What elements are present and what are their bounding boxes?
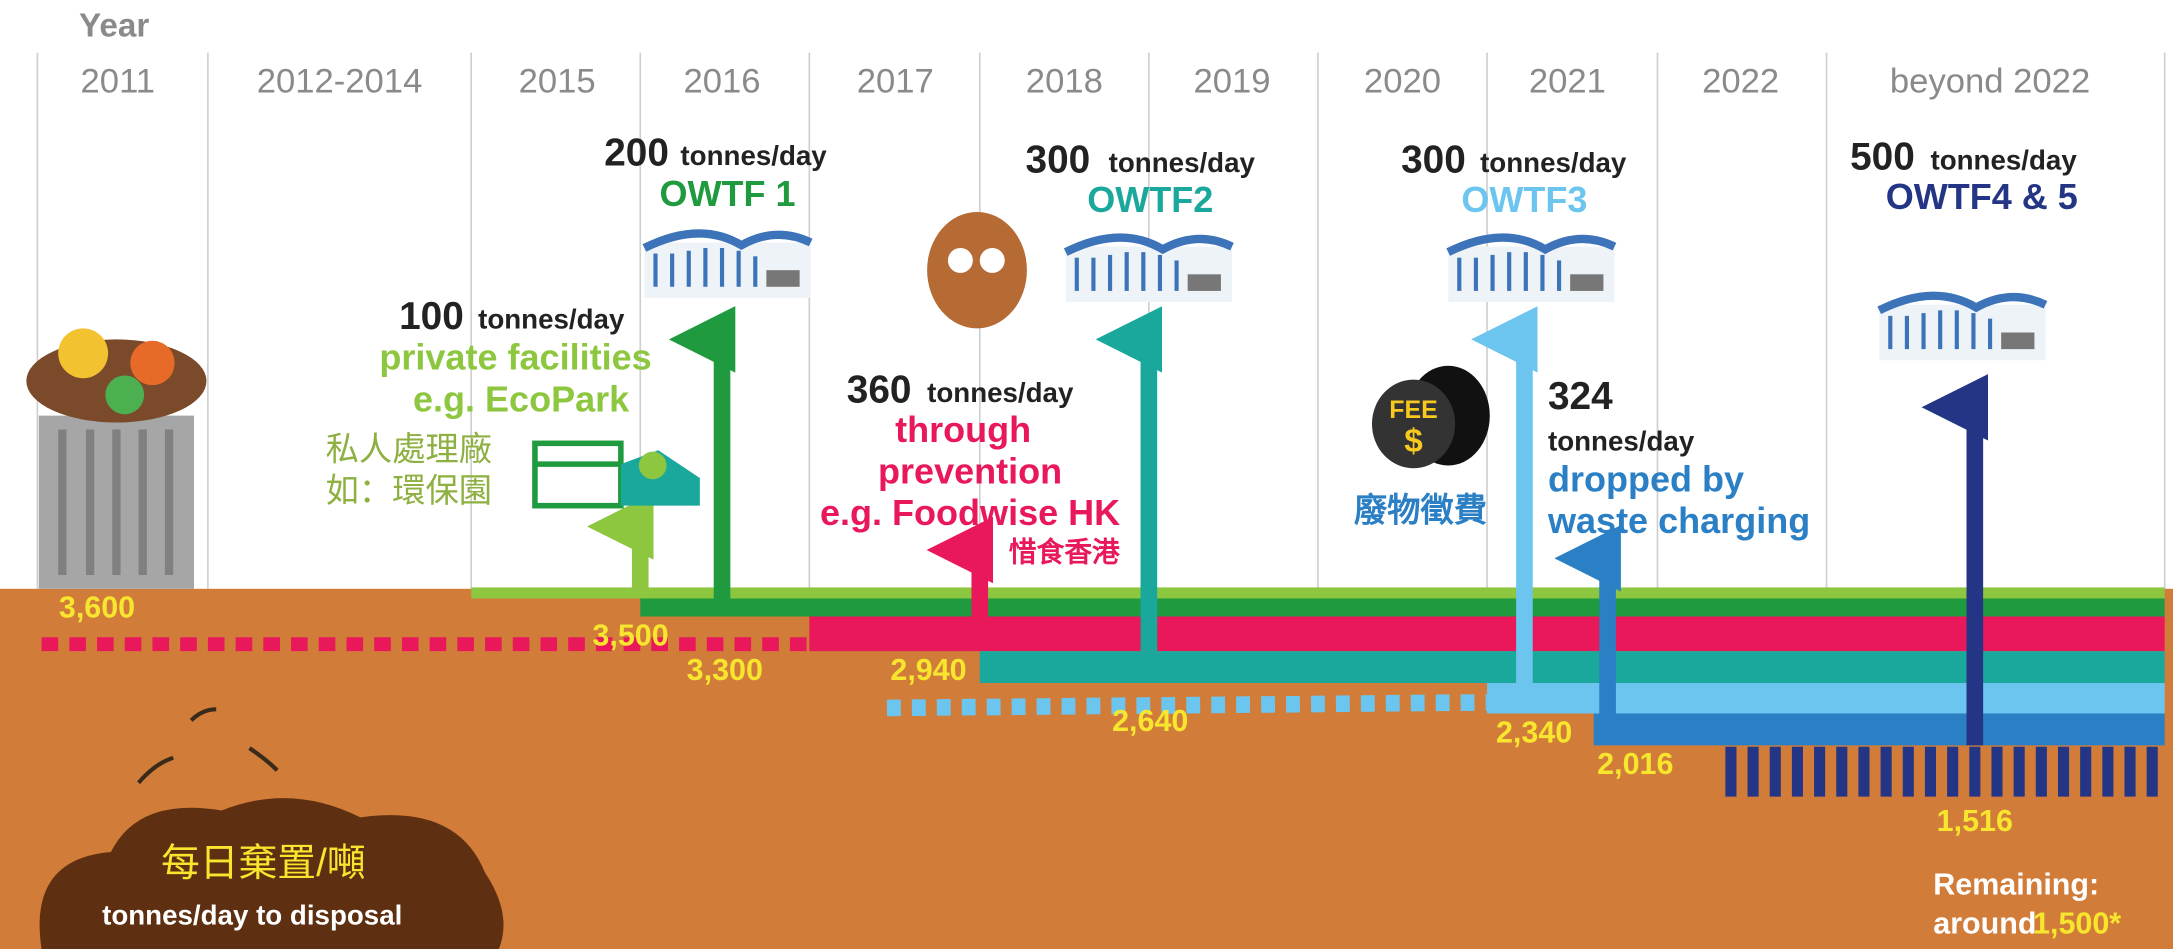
ecopark-icon <box>535 443 700 505</box>
mascot <box>927 212 1027 328</box>
facility-icon <box>1066 238 1232 302</box>
decoration <box>948 248 973 273</box>
measure-text: OWTF3 <box>1461 179 1587 220</box>
band-owtf1 <box>640 598 2164 616</box>
measure-private: 100 tonnes/day private facilities e.g. E… <box>326 295 652 510</box>
measure-owtf1: 200 tonnes/day OWTF 1 <box>604 131 827 214</box>
level: 3,500 <box>592 618 668 652</box>
fee-label: FEE <box>1389 396 1438 424</box>
year: 2022 <box>1702 62 1779 100</box>
unit: tonnes/day <box>680 140 827 171</box>
level: 2,340 <box>1496 715 1572 749</box>
band-prevention <box>809 617 2164 652</box>
measure-text: e.g. EcoPark <box>413 378 630 419</box>
facility-icon <box>644 233 810 297</box>
measure-owtf45: 500 tonnes/day OWTF4 & 5 <box>1850 136 2078 217</box>
measure-text: through <box>895 409 1031 450</box>
infographic: Year 2011 2012-2014 2015 2016 2017 2018 … <box>0 0 2173 949</box>
fee-symbol: $ <box>1404 423 1423 460</box>
measure-text: e.g. Foodwise HK <box>820 492 1120 533</box>
level: 2,640 <box>1112 704 1188 738</box>
unit: tonnes/day <box>1109 147 1256 178</box>
amount: 200 <box>604 131 669 174</box>
level: 3,600 <box>59 591 135 625</box>
amount: 500 <box>1850 136 1915 179</box>
trash-can <box>26 328 206 588</box>
year: beyond 2022 <box>1890 62 2090 100</box>
band-owtf3 <box>1487 683 2165 713</box>
level: 3,300 <box>687 653 763 687</box>
measure-owtf3: 300 tonnes/day OWTF3 <box>1401 138 1627 219</box>
decoration <box>535 443 621 505</box>
measure-text: waste charging <box>1547 500 1810 541</box>
fee-bag: FEE $ <box>1372 366 1490 469</box>
measure-text: OWTF4 & 5 <box>1886 176 2078 217</box>
year: 2018 <box>1026 62 1103 100</box>
decoration <box>980 248 1005 273</box>
measure-chinese: 私人處理廠 <box>326 431 492 468</box>
decoration <box>639 452 667 480</box>
level: 1,516 <box>1937 804 2013 838</box>
year: 2017 <box>857 62 934 100</box>
unit: tonnes/day <box>1930 144 2077 175</box>
year: 2015 <box>519 62 596 100</box>
remaining-label: Remaining: <box>1933 868 2099 902</box>
year: 2011 <box>81 62 155 100</box>
disposal-english: tonnes/day to disposal <box>102 899 402 930</box>
decoration <box>927 212 1027 328</box>
measure-prevention: 360 tonnes/day through prevention e.g. F… <box>820 368 1121 567</box>
measure-text: dropped by <box>1548 459 1744 500</box>
disposal-chinese: 每日棄置/噸 <box>161 842 366 885</box>
unit: tonnes/day <box>478 304 625 335</box>
level: 2,940 <box>890 653 966 687</box>
decoration <box>105 375 144 414</box>
decoration <box>58 328 108 378</box>
year: 2020 <box>1364 62 1441 100</box>
measure-chinese: 如：環保園 <box>326 473 492 510</box>
facility-icon <box>1879 296 2045 360</box>
amount: 324 <box>1548 375 1613 418</box>
level: 2,016 <box>1597 747 1673 781</box>
measure-owtf2: 300 tonnes/day OWTF2 <box>1026 138 1256 219</box>
measure-text: prevention <box>878 450 1062 491</box>
remaining-label: around <box>1933 906 2036 940</box>
year: 2021 <box>1529 62 1606 100</box>
decoration <box>130 341 174 385</box>
measure-text: OWTF 1 <box>660 173 796 214</box>
measure-text: private facilities <box>379 337 651 378</box>
band-owtf2 <box>980 651 2165 683</box>
amount: 300 <box>1026 138 1091 181</box>
year: 2016 <box>684 62 761 100</box>
measure-chinese: 廢物徵費 <box>1354 492 1487 529</box>
remaining-value: 1,500* <box>2033 906 2121 940</box>
year-label: Year <box>79 7 149 44</box>
amount: 100 <box>399 295 464 338</box>
unit: tonnes/day <box>927 377 1074 408</box>
measure-text: OWTF2 <box>1087 179 1213 220</box>
year: 2012-2014 <box>257 62 423 100</box>
amount: 360 <box>847 368 912 411</box>
year: 2019 <box>1193 62 1270 100</box>
unit: tonnes/day <box>1480 147 1627 178</box>
facility-icon <box>1448 238 1614 302</box>
band-charging <box>1594 713 2165 745</box>
measure-chinese: 惜食香港 <box>1009 536 1121 567</box>
unit: tonnes/day <box>1548 426 1695 457</box>
amount: 300 <box>1401 138 1466 181</box>
year-row: 2011 2012-2014 2015 2016 2017 2018 2019 … <box>81 62 2091 100</box>
